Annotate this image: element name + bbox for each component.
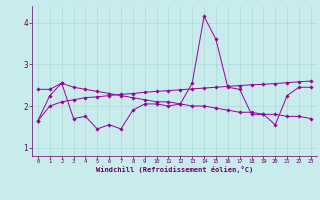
X-axis label: Windchill (Refroidissement éolien,°C): Windchill (Refroidissement éolien,°C) — [96, 166, 253, 173]
